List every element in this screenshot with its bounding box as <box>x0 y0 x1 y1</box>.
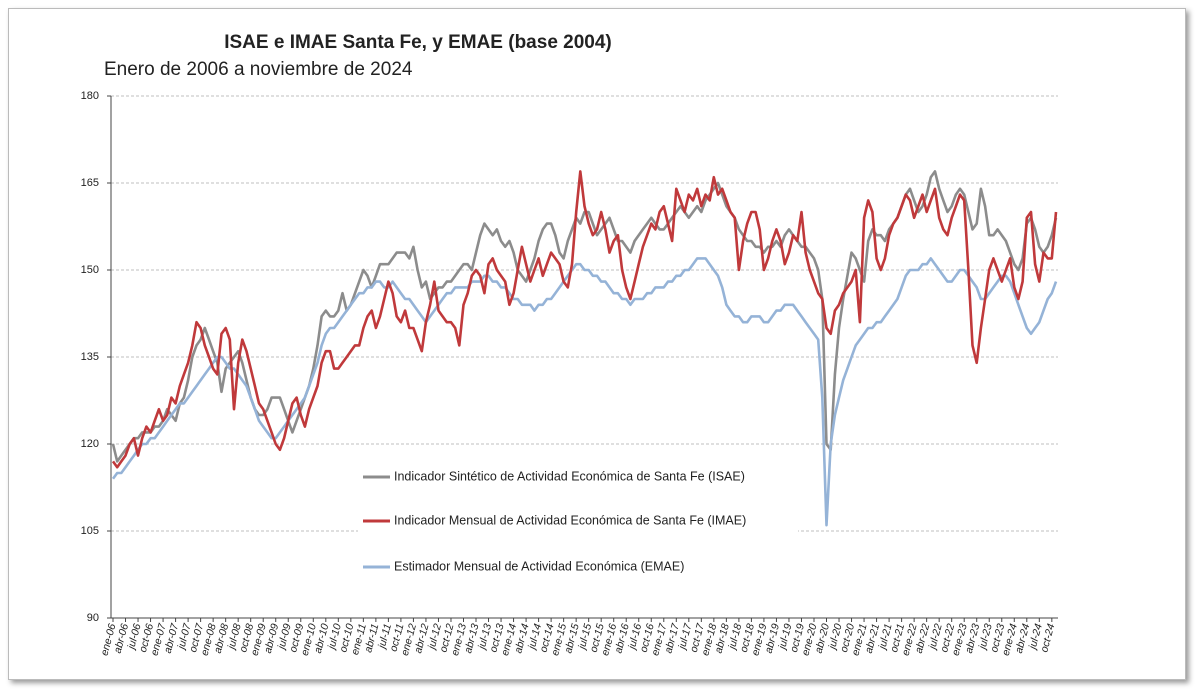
y-tick-label: 165 <box>81 177 99 189</box>
series-line <box>111 257 1058 527</box>
legend-label: Estimador Mensual de Actividad Económica… <box>394 559 684 573</box>
y-tick-label: 150 <box>81 264 99 276</box>
legend-bg <box>358 466 798 488</box>
y-tick-label: 120 <box>81 438 99 450</box>
y-tick-label: 180 <box>81 90 99 102</box>
y-tick-label: 90 <box>87 612 99 624</box>
series-line <box>111 170 1058 469</box>
y-tick-label: 135 <box>81 351 99 363</box>
legend-label: Indicador Sintético de Actividad Económi… <box>394 469 745 483</box>
legend-bg <box>358 556 798 578</box>
chart-subtitle: Enero de 2006 a noviembre de 2024 <box>104 59 413 80</box>
legend-bg <box>358 510 798 532</box>
chart-title: ISAE e IMAE Santa Fe, y EMAE (base 2004) <box>224 32 612 53</box>
y-tick-label: 105 <box>81 525 99 537</box>
legend-label: Indicador Mensual de Actividad Económica… <box>394 513 746 527</box>
